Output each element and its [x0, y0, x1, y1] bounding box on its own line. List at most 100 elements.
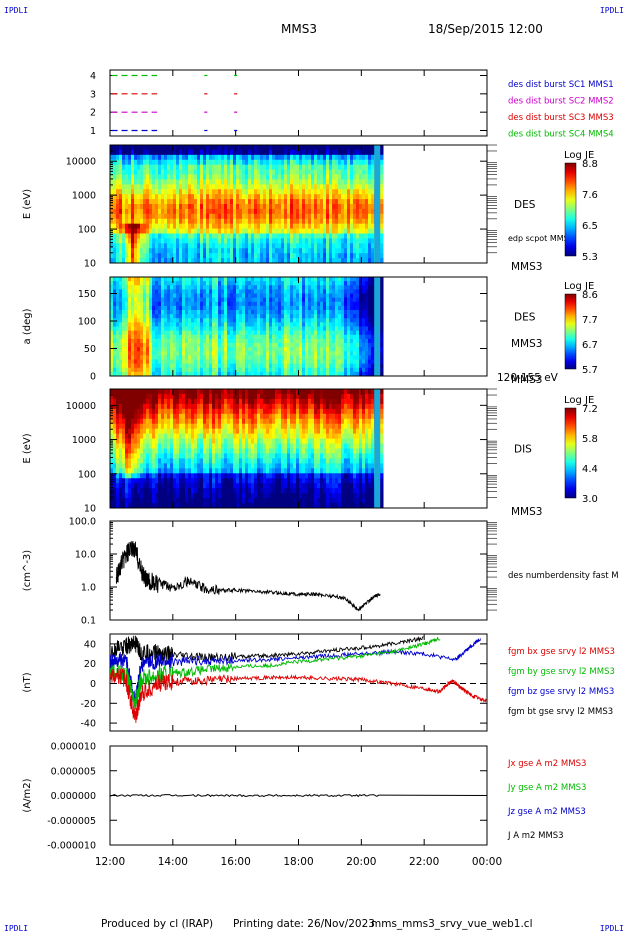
- des_pitch-pixel: [365, 297, 369, 303]
- des_pitch-pixel: [311, 281, 315, 286]
- des_pitch-pixel: [164, 285, 168, 290]
- des_pitch-pixel: [353, 367, 357, 373]
- des_energy-pixel: [269, 154, 273, 161]
- des_energy-pixel: [254, 179, 258, 185]
- des_energy-pixel: [281, 218, 285, 225]
- des_pitch-pixel: [212, 334, 216, 340]
- des_energy-pixel: [338, 204, 342, 210]
- des_energy-pixel: [209, 243, 213, 249]
- des_energy-pixel: [221, 169, 225, 175]
- des_energy-pixel: [137, 233, 141, 239]
- dis_energy-pixel: [149, 418, 153, 425]
- des_pitch-pixel: [308, 359, 312, 365]
- dis_energy-pixel: [149, 448, 153, 454]
- des_energy-pixel: [149, 149, 153, 156]
- des_energy-pixel: [296, 169, 300, 175]
- des_pitch-pixel: [356, 367, 360, 373]
- des_energy-pixel: [293, 253, 297, 259]
- des_pitch-pixel: [302, 310, 306, 315]
- des_energy-pixel: [365, 169, 369, 175]
- des_pitch-pixel: [236, 371, 240, 377]
- des_energy-pixel: [368, 154, 372, 161]
- des_pitch-pixel: [245, 305, 249, 311]
- des_pitch-pixel: [326, 355, 330, 360]
- dis_energy-pixel: [119, 413, 123, 420]
- des_energy-pixel: [134, 253, 138, 259]
- des_pitch-pixel: [200, 301, 204, 307]
- des_pitch-pixel: [164, 289, 168, 294]
- des_energy-pixel: [308, 238, 312, 244]
- des_pitch-pixel: [149, 293, 153, 299]
- des_pitch-pixel: [299, 367, 303, 373]
- des_energy-pixel: [314, 248, 318, 254]
- dis_energy-pixel: [143, 403, 147, 410]
- des_energy-pixel: [182, 179, 186, 185]
- des_energy-pixel: [191, 184, 195, 190]
- des_pitch-pixel: [203, 310, 207, 315]
- des_energy-pixel: [269, 223, 273, 230]
- dis_energy-pixel: [110, 503, 114, 509]
- des_energy-pixel: [305, 243, 309, 249]
- des_energy-pixel: [287, 199, 291, 205]
- des_energy-pixel: [380, 159, 384, 166]
- des_energy-pixel: [119, 258, 123, 264]
- des_pitch-pixel: [191, 347, 195, 352]
- des_pitch-pixel: [257, 351, 261, 356]
- des_energy-pixel: [239, 248, 243, 254]
- des_pitch-pixel: [320, 310, 324, 315]
- des_pitch-pixel: [359, 343, 363, 348]
- des_energy-pixel: [131, 174, 135, 180]
- des_energy-pixel: [170, 199, 174, 205]
- des_pitch-pixel: [338, 314, 342, 319]
- des_pitch-pixel: [344, 289, 348, 294]
- dis_energy-pixel: [125, 393, 129, 400]
- des_pitch-pixel: [263, 355, 267, 360]
- des_pitch-pixel: [224, 326, 228, 332]
- des_pitch-pixel: [155, 355, 159, 360]
- des_energy-pixel: [146, 218, 150, 225]
- des_energy-pixel: [152, 233, 156, 239]
- dis_energy-pixel: [164, 473, 168, 479]
- des_energy-pixel: [140, 253, 144, 259]
- des_energy-pixel: [254, 159, 258, 166]
- des_energy-pixel: [269, 204, 273, 210]
- des_pitch-pixel: [203, 338, 207, 344]
- des_energy-pixel: [269, 238, 273, 244]
- des_pitch-pixel: [215, 359, 219, 365]
- des_pitch-pixel: [206, 363, 210, 369]
- des_pitch-pixel: [341, 334, 345, 340]
- des_energy-pixel: [161, 145, 165, 151]
- des_pitch-pixel: [329, 359, 333, 365]
- des_energy-pixel: [149, 194, 153, 200]
- des_pitch-pixel: [224, 330, 228, 336]
- des_pitch-pixel: [323, 322, 327, 327]
- dis_energy-pixel: [137, 423, 141, 430]
- des_pitch-pixel: [284, 326, 288, 332]
- des_pitch-pixel: [146, 355, 150, 360]
- des_energy-pixel: [272, 258, 276, 264]
- des_energy-pixel: [164, 194, 168, 200]
- des_energy-pixel: [248, 159, 252, 166]
- des_pitch-pixel: [251, 343, 255, 348]
- des_pitch-pixel: [293, 371, 297, 377]
- des_pitch-pixel: [305, 305, 309, 311]
- des_energy-pixel: [371, 184, 375, 190]
- des_pitch-pixel: [221, 297, 225, 303]
- des_energy-pixel: [227, 164, 231, 171]
- dis_energy-pixel: [113, 398, 117, 405]
- des_energy-pixel: [362, 145, 366, 151]
- dis_energy-pixel: [116, 493, 120, 499]
- des_pitch-pixel: [314, 310, 318, 315]
- des_energy-pixel: [329, 179, 333, 185]
- des_energy-pixel: [311, 184, 315, 190]
- des_pitch-pixel: [173, 355, 177, 360]
- des_pitch-pixel: [206, 305, 210, 311]
- des_energy-pixel: [341, 189, 345, 195]
- des_pitch-pixel: [302, 281, 306, 286]
- des_energy-pixel: [137, 159, 141, 166]
- des_energy-pixel: [173, 154, 177, 161]
- des_pitch-pixel: [353, 371, 357, 377]
- des_energy-pixel: [221, 233, 225, 239]
- des_energy-pixel: [368, 243, 372, 249]
- des_pitch-pixel: [146, 281, 150, 286]
